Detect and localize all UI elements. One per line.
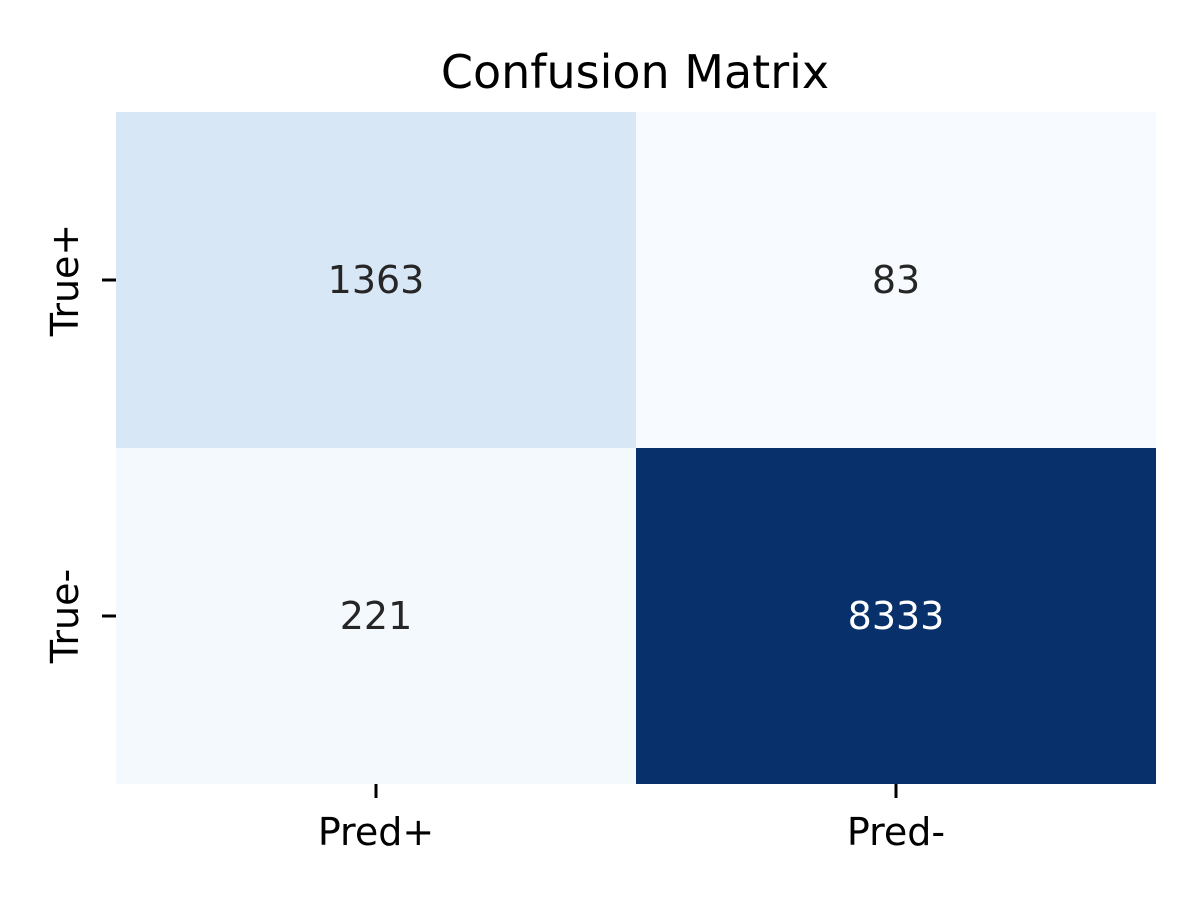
heatmap-cell <box>116 112 636 448</box>
y-tick-label: True+ <box>43 224 87 338</box>
y-tick-label: True- <box>43 569 87 664</box>
y-axis: True+ True- <box>43 224 116 664</box>
x-tick-label: Pred- <box>847 810 945 854</box>
x-tick-label: Pred+ <box>318 810 434 854</box>
chart-title: Confusion Matrix <box>441 45 829 99</box>
cell-value-label: 1363 <box>328 258 425 302</box>
heatmap-cells <box>116 112 1156 784</box>
cell-value-label: 83 <box>872 258 920 302</box>
heatmap-cell-labels: 1363 83 221 8333 <box>328 258 945 638</box>
cell-value-label: 8333 <box>848 594 945 638</box>
x-axis: Pred+ Pred- <box>318 784 945 854</box>
heatmap-cell <box>636 112 1156 448</box>
heatmap-cell <box>116 448 636 784</box>
cell-value-label: 221 <box>340 594 413 638</box>
heatmap-cell <box>636 448 1156 784</box>
